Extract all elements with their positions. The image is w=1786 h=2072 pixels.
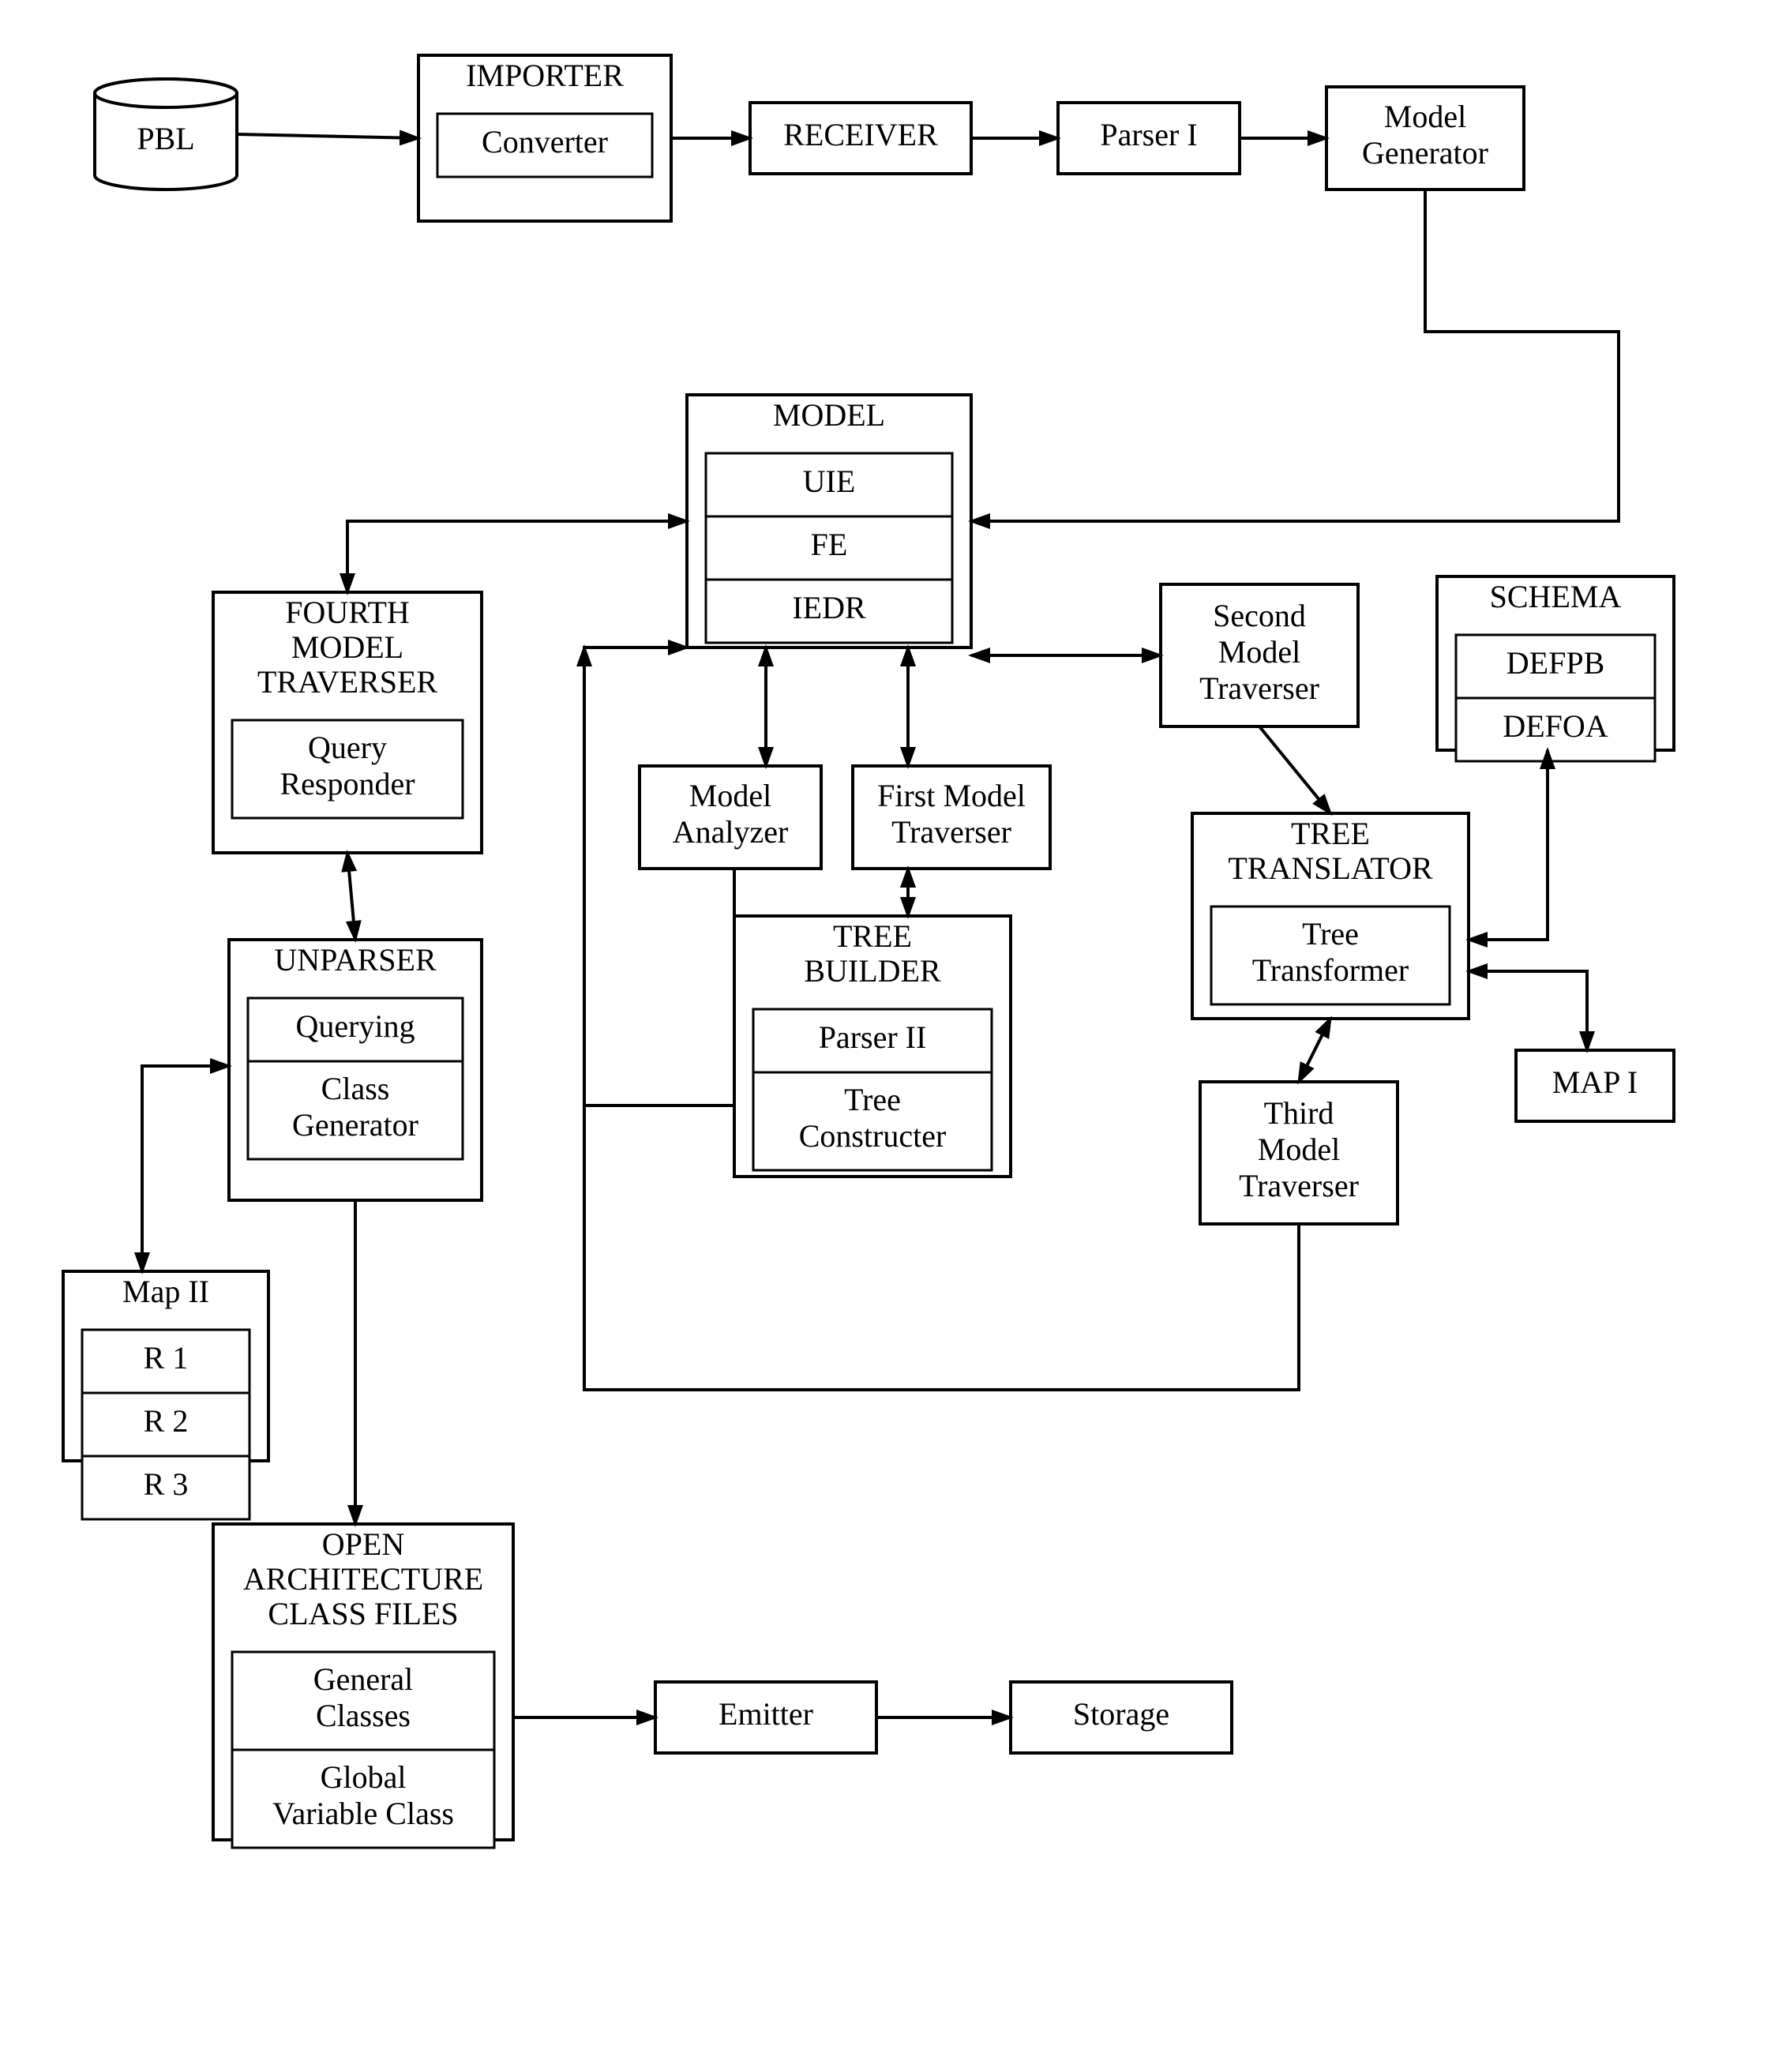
edge-17 (1299, 1019, 1330, 1082)
edge-9 (347, 853, 355, 940)
svg-text:Querying: Querying (295, 1008, 415, 1044)
svg-text:Map II: Map II (122, 1274, 209, 1309)
svg-text:Global: Global (321, 1759, 407, 1795)
svg-text:IMPORTER: IMPORTER (466, 58, 624, 93)
svg-text:IEDR: IEDR (792, 590, 866, 625)
svg-text:Second: Second (1213, 598, 1306, 633)
svg-text:CLASS FILES: CLASS FILES (268, 1596, 458, 1631)
svg-text:Model: Model (689, 778, 771, 813)
svg-text:FE: FE (811, 527, 848, 562)
svg-text:R 1: R 1 (144, 1340, 189, 1376)
svg-text:OPEN: OPEN (322, 1526, 404, 1562)
svg-text:R 3: R 3 (144, 1466, 189, 1502)
svg-text:TRAVERSER: TRAVERSER (257, 664, 438, 700)
node-unparser (229, 940, 482, 1200)
svg-text:Query: Query (308, 730, 387, 765)
svg-text:SCHEMA: SCHEMA (1490, 579, 1622, 614)
svg-text:Generator: Generator (292, 1107, 418, 1143)
svg-text:RECEIVER: RECEIVER (783, 117, 938, 152)
edge-10 (142, 1066, 229, 1271)
svg-text:Converter: Converter (482, 124, 608, 160)
edge-0 (237, 134, 418, 138)
svg-text:DEFPB: DEFPB (1506, 645, 1605, 681)
edge-5 (347, 521, 687, 592)
svg-text:General: General (313, 1661, 414, 1697)
svg-text:TREE: TREE (833, 918, 912, 954)
svg-text:MAP I: MAP I (1552, 1064, 1638, 1100)
svg-text:Traverser: Traverser (891, 814, 1011, 850)
svg-text:UIE: UIE (803, 464, 856, 499)
svg-text:TRANSLATOR: TRANSLATOR (1228, 850, 1433, 886)
svg-text:Storage: Storage (1073, 1696, 1169, 1732)
svg-text:Model: Model (1384, 99, 1466, 134)
svg-text:R 2: R 2 (144, 1403, 189, 1439)
edge-4 (971, 190, 1619, 521)
svg-text:Responder: Responder (280, 766, 415, 801)
svg-text:Analyzer: Analyzer (673, 814, 789, 850)
svg-text:Third: Third (1264, 1095, 1334, 1131)
svg-text:Model: Model (1258, 1132, 1340, 1167)
svg-text:TREE: TREE (1291, 816, 1370, 851)
svg-text:Traverser: Traverser (1239, 1168, 1359, 1203)
svg-text:MODEL: MODEL (773, 397, 885, 433)
svg-text:Variable Class: Variable Class (272, 1796, 454, 1831)
svg-text:Tree: Tree (1302, 916, 1359, 952)
svg-text:Classes: Classes (316, 1698, 411, 1733)
svg-text:Tree: Tree (844, 1082, 901, 1117)
svg-text:UNPARSER: UNPARSER (274, 942, 437, 978)
svg-text:Parser II: Parser II (819, 1019, 927, 1055)
svg-text:DEFOA: DEFOA (1503, 708, 1608, 744)
svg-text:Parser I: Parser I (1100, 117, 1197, 152)
svg-text:Class: Class (321, 1071, 390, 1106)
svg-text:First Model: First Model (877, 778, 1026, 813)
svg-text:Constructer: Constructer (799, 1118, 947, 1154)
svg-text:Model: Model (1218, 634, 1300, 670)
svg-text:Generator: Generator (1362, 135, 1488, 171)
svg-text:Transformer: Transformer (1252, 952, 1409, 988)
svg-text:Traverser: Traverser (1199, 670, 1319, 706)
edge-13 (584, 648, 734, 1105)
svg-text:BUILDER: BUILDER (804, 953, 941, 989)
edge-14 (1259, 726, 1330, 813)
svg-text:ARCHITECTURE: ARCHITECTURE (243, 1561, 483, 1597)
svg-text:PBL: PBL (137, 121, 194, 156)
edge-16 (1469, 971, 1587, 1050)
svg-text:Emitter: Emitter (719, 1696, 813, 1732)
svg-text:MODEL: MODEL (291, 629, 403, 665)
svg-text:FOURTH: FOURTH (285, 595, 410, 630)
edge-15 (1469, 750, 1548, 940)
